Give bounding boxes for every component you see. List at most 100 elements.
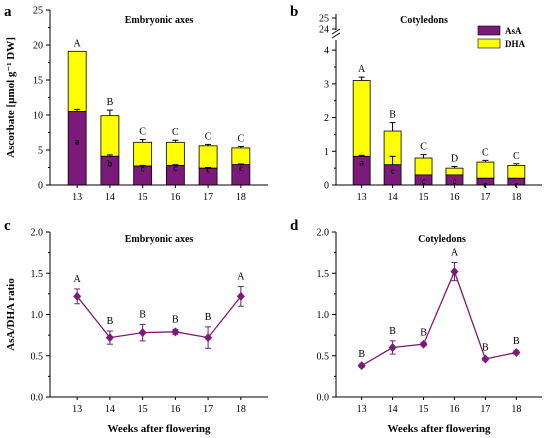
significance-letter: B (389, 326, 396, 337)
significance-letter-lower: a (359, 158, 364, 168)
significance-letter-upper: C (172, 127, 179, 138)
x-tick-label: 15 (419, 404, 429, 415)
bar-dha (507, 165, 526, 179)
data-point-diamond (73, 291, 82, 301)
significance-letter-lower: c (422, 176, 426, 186)
significance-letter-lower: c (239, 163, 243, 173)
x-tick-label: 18 (236, 404, 246, 415)
y-tick-label: 0 (38, 181, 43, 192)
significance-letter: B (482, 342, 489, 353)
x-tick-label: 17 (480, 192, 490, 203)
panel-title-c: Embryonic axes (125, 234, 194, 245)
significance-letter-upper: A (358, 64, 366, 75)
y-tick-label: 0.5 (317, 351, 330, 362)
panel-letter-c: c (4, 218, 11, 234)
series-line (361, 269, 517, 367)
significance-letter-lower: c (391, 166, 395, 176)
y-tick-label: 0.5 (31, 351, 44, 362)
y-tick-label: 1.5 (317, 269, 330, 280)
y-tick-label: 0 (324, 181, 329, 192)
x-tick-label: 13 (72, 192, 82, 203)
x-tick-label: 15 (138, 404, 148, 415)
panel-letter-a: a (4, 4, 12, 20)
y-tick-label: 1 (324, 147, 329, 158)
bar-asa (67, 111, 87, 186)
data-point-diamond (512, 347, 521, 357)
panel-title-a: Embryonic axes (125, 15, 194, 26)
significance-letter-upper: C (139, 127, 146, 138)
panel-title-b: Cotyledons (400, 15, 448, 26)
y-tick-label: 0.0 (31, 393, 44, 404)
y-tick-label: 25 (319, 14, 329, 25)
data-point-diamond (419, 339, 428, 349)
significance-letter-upper: A (74, 38, 82, 49)
x-tick-label: 16 (170, 192, 180, 203)
y-tick-label: 2.0 (317, 228, 330, 239)
x-tick-label: 16 (449, 404, 459, 415)
x-tick-label: 13 (357, 192, 367, 203)
significance-letter-upper: B (389, 110, 396, 121)
significance-letter-upper: B (107, 97, 114, 108)
significance-letter: B (205, 312, 212, 323)
bar-dha (476, 161, 495, 179)
x-tick-label: 13 (357, 404, 367, 415)
significance-letter-upper: C (205, 131, 212, 142)
bar-dha (100, 115, 120, 157)
y-tick-label: 4 (324, 46, 329, 57)
x-tick-label: 13 (72, 404, 82, 415)
y-tick-label: 10 (33, 111, 43, 122)
x-tick-label: 18 (511, 192, 521, 203)
x-tick-label: 17 (203, 404, 213, 415)
legend-swatch-dha (477, 38, 501, 49)
x-tick-label: 15 (138, 192, 148, 203)
y-tick-label: 15 (33, 76, 43, 87)
significance-letter-upper: D (451, 153, 458, 164)
x-tick-label: 16 (449, 192, 459, 203)
x-tick-label: 14 (105, 404, 115, 415)
y-tick-label: 0.0 (317, 393, 330, 404)
y-tick-label: 1.0 (31, 310, 44, 321)
y-tick-label: 2 (324, 113, 329, 124)
significance-letter: B (172, 314, 179, 325)
bar-dha (67, 50, 87, 112)
significance-letter-lower: c (141, 164, 145, 174)
x-tick-label: 17 (203, 192, 213, 203)
data-point-diamond (138, 328, 147, 338)
data-point-diamond (357, 361, 366, 371)
significance-letter-lower: c (173, 163, 177, 173)
significance-letter-upper: C (420, 142, 427, 153)
y-tick-label: 2.0 (31, 228, 44, 239)
significance-letter-lower: c (206, 165, 210, 175)
y-tick-label: 1.0 (317, 310, 330, 321)
y-tick-label: 25 (33, 6, 43, 17)
legend-label-dha: DHA (505, 39, 526, 49)
y-tick-label: 3 (324, 79, 329, 90)
x-tick-label: 14 (388, 192, 398, 203)
significance-letter-upper: C (482, 147, 489, 158)
bar-dha (352, 80, 371, 157)
significance-letter: B (358, 349, 365, 360)
x-axis-label: Weeks after flowering (107, 423, 211, 435)
y-tick-label: 20 (33, 41, 43, 52)
data-point-diamond (204, 333, 213, 343)
significance-letter: B (139, 309, 146, 320)
legend-swatch-asa (477, 25, 501, 36)
data-point-diamond (388, 343, 397, 352)
significance-letter-lower: a (75, 136, 80, 146)
axis-break-mark (331, 28, 341, 35)
x-tick-label: 16 (170, 404, 180, 415)
panel-title-d: Cotyledons (418, 234, 466, 245)
y-tick-label: 5 (38, 146, 43, 157)
panel-letter-b: b (290, 4, 298, 20)
significance-letter: A (237, 271, 245, 282)
x-tick-label: 14 (388, 404, 398, 415)
significance-letter: B (107, 316, 114, 327)
significance-letter-lower: b (107, 159, 112, 169)
data-point-diamond (171, 327, 180, 337)
significance-letter: A (451, 248, 459, 259)
bar-dha (445, 167, 464, 176)
significance-letter: B (513, 336, 520, 347)
x-tick-label: 18 (511, 404, 521, 415)
bar-dha (414, 157, 433, 176)
